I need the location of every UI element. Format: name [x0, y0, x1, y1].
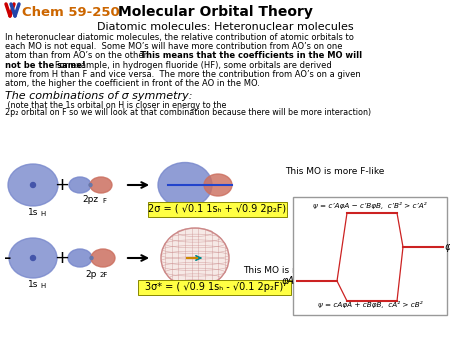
Text: In heteronuclear diatomic molecules, the relative contribution of atomic orbital: In heteronuclear diatomic molecules, the… — [5, 33, 354, 42]
Ellipse shape — [91, 249, 115, 267]
Text: more from H than F and vice versa.  The more the contribution from AO’s on a giv: more from H than F and vice versa. The m… — [5, 70, 361, 79]
Ellipse shape — [161, 228, 229, 288]
Text: not be the same!: not be the same! — [5, 61, 86, 70]
Ellipse shape — [68, 249, 92, 267]
Text: This MO is more F-like: This MO is more F-like — [285, 167, 384, 176]
Text: For example, in hydrogen fluoride (HF), some orbitals are derived: For example, in hydrogen fluoride (HF), … — [5, 61, 332, 70]
Text: H: H — [40, 211, 45, 217]
Text: ψ = cAφA + cBφB,  cA² > cB²: ψ = cAφA + cBφB, cA² > cB² — [318, 301, 422, 308]
Text: 2p: 2p — [86, 270, 97, 279]
Ellipse shape — [8, 164, 58, 206]
Text: This MO is more H-like: This MO is more H-like — [243, 266, 344, 275]
Text: H: H — [40, 283, 45, 289]
Text: ψ = c’AφA − c’BφB,  c’B² > c’A²: ψ = c’AφA − c’BφB, c’B² > c’A² — [313, 202, 427, 209]
Text: 2p₂ orbital on F so we will look at that combination because there will be more : 2p₂ orbital on F so we will look at that… — [5, 108, 371, 117]
Text: 3σ* = ( √0.9 1sₕ - √0.1 2p₂F): 3σ* = ( √0.9 1sₕ - √0.1 2p₂F) — [145, 282, 283, 292]
Text: F: F — [102, 198, 106, 204]
Ellipse shape — [204, 174, 232, 196]
Ellipse shape — [69, 177, 91, 193]
Text: The combinations of σ symmetry:: The combinations of σ symmetry: — [5, 91, 193, 101]
Text: Chem 59-250: Chem 59-250 — [22, 5, 120, 19]
Text: Diatomic molecules: Heteronuclear molecules: Diatomic molecules: Heteronuclear molecu… — [97, 22, 353, 32]
Text: 2pz: 2pz — [82, 195, 98, 204]
Ellipse shape — [158, 163, 212, 208]
Text: each MO is not equal.  Some MO’s will have more contribution from AO’s on one: each MO is not equal. Some MO’s will hav… — [5, 42, 342, 51]
Text: 1s: 1s — [28, 280, 38, 289]
Text: +: + — [54, 176, 69, 194]
Text: +: + — [54, 249, 69, 267]
Text: atom than from AO’s on the other.: atom than from AO’s on the other. — [5, 51, 154, 61]
Text: Molecular Orbital Theory: Molecular Orbital Theory — [118, 5, 313, 19]
FancyBboxPatch shape — [148, 201, 287, 217]
Ellipse shape — [90, 177, 112, 193]
Ellipse shape — [31, 183, 36, 188]
Text: atom, the higher the coefficient in front of the AO in the MO.: atom, the higher the coefficient in fron… — [5, 79, 260, 88]
Text: (note that the 1s orbital on H is closer in energy to the: (note that the 1s orbital on H is closer… — [5, 101, 226, 110]
FancyBboxPatch shape — [138, 280, 291, 294]
Text: 1s: 1s — [28, 208, 38, 217]
Ellipse shape — [89, 184, 92, 187]
Text: φB: φB — [445, 242, 450, 252]
Text: 2F: 2F — [100, 272, 108, 278]
Text: This means that the coefficients in the MO will: This means that the coefficients in the … — [5, 51, 362, 61]
Text: -: - — [4, 248, 12, 268]
FancyBboxPatch shape — [293, 197, 447, 315]
Text: φA: φA — [282, 276, 295, 286]
Text: 2σ = ( √0.1 1sₕ + √0.9 2p₂F): 2σ = ( √0.1 1sₕ + √0.9 2p₂F) — [148, 204, 286, 214]
Ellipse shape — [90, 257, 93, 260]
Ellipse shape — [31, 256, 36, 261]
Ellipse shape — [9, 238, 57, 278]
